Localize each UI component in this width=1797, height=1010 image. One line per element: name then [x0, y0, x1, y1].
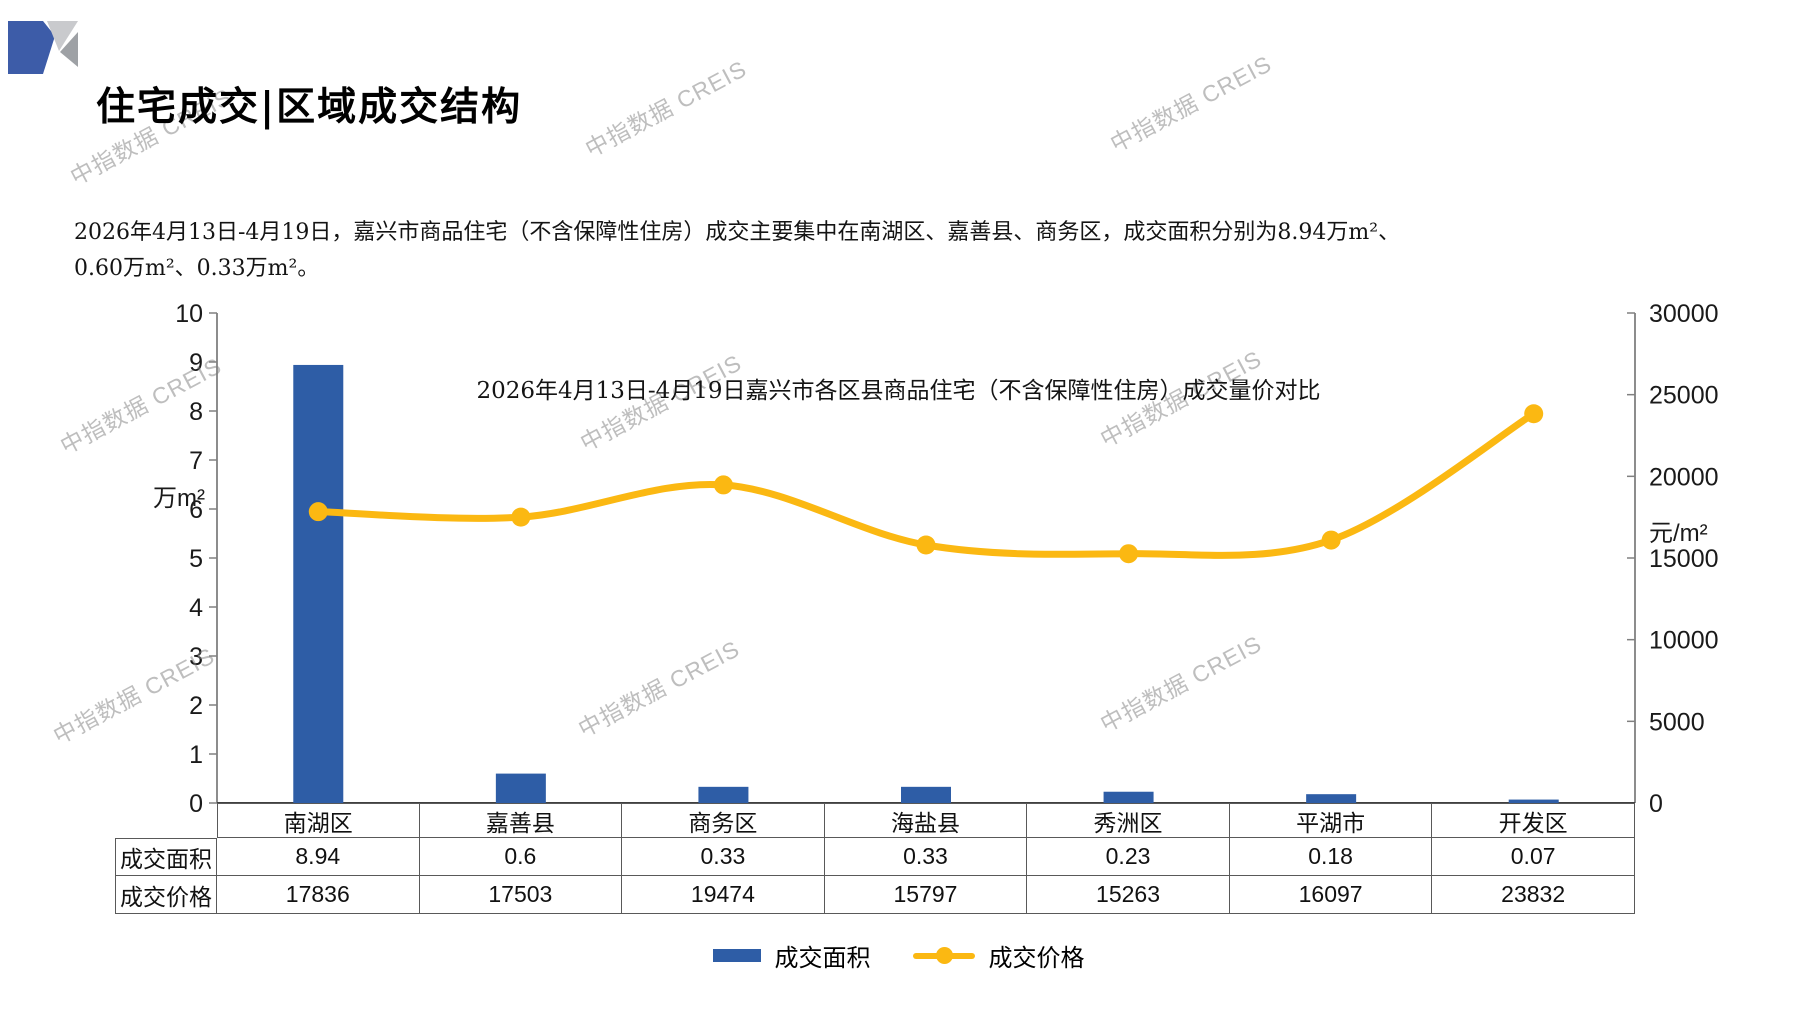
table-header-cell: 海盐县 [824, 803, 1028, 838]
table-value-cell: 0.33 [824, 838, 1028, 876]
table-row-label: 成交价格 [115, 876, 217, 914]
y-axis-right-label: 20000 [1649, 463, 1719, 491]
table-value-cell: 0.07 [1432, 838, 1635, 876]
price-point [1321, 530, 1341, 550]
data-table: 南湖区 嘉善县 商务区 海盐县 秀洲区 平湖市 开发区 成交面积 8.94 0.6 0.33 0.33… [115, 803, 1635, 914]
table-value-cell: 17836 [217, 876, 420, 914]
y-axis-left-label: 3 [189, 643, 203, 671]
table-value-cell: 23832 [1432, 876, 1635, 914]
table-row-label: 成交面积 [115, 838, 217, 876]
table-header-cell: 嘉善县 [419, 803, 623, 838]
combo-chart: 0 1 2 3 4 5 6 7 8 9 10 0 5000 10000 15000 20000 25000 300… [175, 300, 1719, 818]
table-value-cell: 16097 [1229, 876, 1433, 914]
y-axis-left-label: 2 [189, 692, 203, 720]
y-axis-right-label: 30000 [1649, 300, 1719, 328]
y-axis-left-label: 1 [189, 741, 203, 769]
creis-logo-icon [8, 21, 78, 74]
y-axis-right-label: 15000 [1649, 545, 1719, 573]
price-point [308, 502, 328, 522]
page-title: 住宅成交|区域成交结构 [96, 84, 523, 130]
price-point [713, 475, 733, 495]
area-bar [1306, 794, 1357, 803]
y-axis-left-label: 5 [189, 545, 203, 573]
table-value-cell: 8.94 [217, 838, 420, 876]
legend-price-dot-icon [935, 947, 953, 964]
area-bar [698, 786, 749, 803]
chart-legend: 成交面积 成交价格 [0, 938, 1797, 973]
table-header-cell: 南湖区 [217, 803, 420, 838]
table-header-cell: 商务区 [622, 803, 825, 838]
y-axis-left-label: 7 [189, 447, 203, 475]
y-axis-right-label: 25000 [1649, 382, 1719, 410]
y-axis-left-label: 0 [189, 790, 203, 818]
price-point [1524, 404, 1544, 424]
table-corner-cell [115, 803, 217, 838]
area-bar [293, 364, 344, 803]
price-point [511, 507, 531, 527]
table-value-cell: 0.18 [1229, 838, 1433, 876]
summary-line-2: 0.60万m²、0.33万m²。 [74, 256, 320, 281]
table-value-cell: 0.6 [419, 838, 623, 876]
table-value-cell: 17503 [419, 876, 623, 914]
y-axis-right-label: 5000 [1649, 708, 1705, 736]
price-point [1119, 544, 1139, 564]
table-header-cell: 开发区 [1432, 803, 1635, 838]
summary-line-1: 2026年4月13日-4月19日，嘉兴市商品住宅（不含保障性住房）成交主要集中在… [74, 220, 1401, 245]
table-header-cell: 平湖市 [1229, 803, 1433, 838]
area-bar [495, 773, 546, 803]
right-axis-unit: 元/m² [1649, 520, 1708, 547]
y-axis-left-label: 4 [189, 594, 203, 622]
y-axis-right-label: 0 [1649, 790, 1663, 818]
legend-area-swatch [712, 949, 761, 962]
y-axis-right-label: 10000 [1649, 627, 1719, 655]
price-point [916, 535, 936, 555]
chart-title: 2026年4月13日-4月19日嘉兴市各区县商品住宅（不含保障性住房）成交量价对… [476, 378, 1321, 404]
price-line [314, 410, 1538, 559]
summary-paragraph: 2026年4月13日-4月19日，嘉兴市商品住宅（不含保障性住房）成交主要集中在… [74, 215, 1764, 287]
y-axis-left-label: 10 [175, 300, 203, 328]
table-value-cell: 0.33 [622, 838, 825, 876]
table-value-cell: 0.23 [1027, 838, 1230, 876]
legend-price-label: 成交价格 [988, 944, 1085, 972]
legend-price-swatch [912, 947, 975, 964]
area-bar [1103, 791, 1154, 803]
table-value-cell: 15797 [824, 876, 1028, 914]
legend-area-label: 成交面积 [774, 944, 871, 972]
area-bar [1508, 799, 1559, 803]
y-axis-left-label: 9 [189, 349, 203, 377]
table-value-cell: 15263 [1027, 876, 1230, 914]
table-value-cell: 19474 [622, 876, 825, 914]
left-axis-unit: 万m² [153, 485, 205, 512]
table-header-cell: 秀洲区 [1027, 803, 1230, 838]
y-axis-left-label: 8 [189, 398, 203, 426]
area-bar [901, 786, 951, 803]
y-axis-left-label: 6 [189, 496, 203, 524]
